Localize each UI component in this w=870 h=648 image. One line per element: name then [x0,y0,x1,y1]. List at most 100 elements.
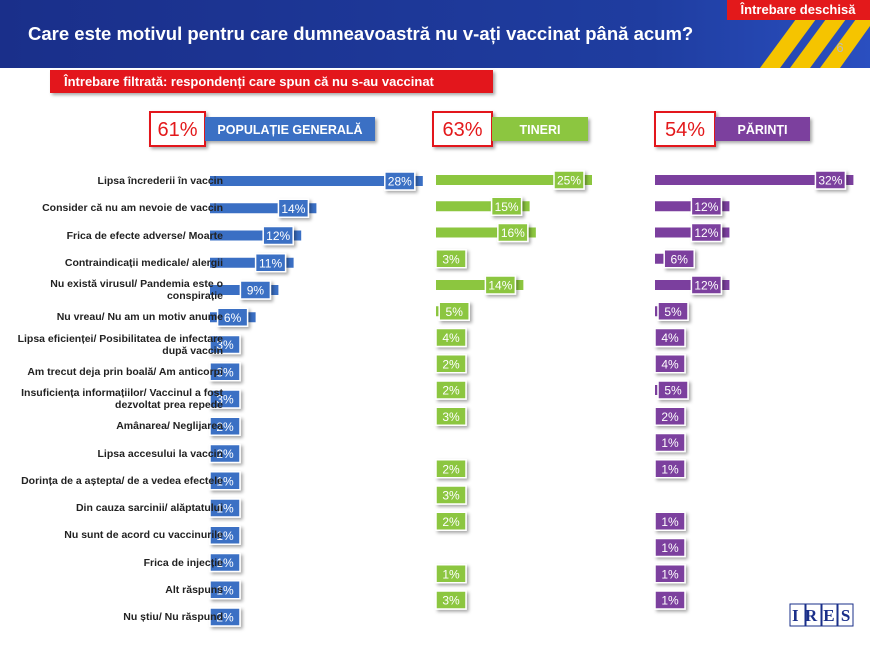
value-label-box [435,327,467,348]
value-label-box [435,406,467,426]
bar [210,230,302,241]
value-label-box [657,380,689,400]
value-label-box [209,443,241,464]
value-label: 3% [216,365,234,379]
value-label: 2% [216,611,234,625]
value-label-box [484,275,517,295]
tag-box [727,0,870,20]
category-label: Consider că nu am nevoie de vaccin [42,202,223,215]
value-label-box [435,564,467,584]
value-label: 3% [442,594,460,608]
value-label-box [209,552,241,573]
value-label-box [262,225,294,246]
value-label: 2% [661,410,679,424]
value-label-box [690,222,723,243]
value-label: 1% [442,567,460,581]
value-label: 4% [442,331,460,345]
value-label-box [690,196,723,216]
value-label: 2% [442,357,460,371]
category-label: Amânarea/ Neglijarea [116,420,223,433]
value-label-box [384,171,416,191]
category-label: Din cauza sarcinii/ alăptatului [75,502,223,514]
value-label-box [209,471,241,491]
page-number: 6 [836,40,843,55]
bar [210,176,423,186]
value-label: 2% [216,447,234,461]
series-header [205,117,375,141]
series-header [492,117,588,141]
bar [436,175,592,185]
value-label: 6% [224,311,242,325]
value-label: 1% [216,583,234,597]
value-label: 3% [216,338,234,352]
value-label: 2% [442,462,460,476]
value-label: 3% [442,252,460,266]
value-label: 1% [216,474,234,488]
value-label: 3% [442,410,460,424]
value-label: 1% [661,462,679,476]
value-label-box [654,537,686,558]
value-label: 32% [818,174,842,188]
value-label-box [654,406,686,426]
bar [210,257,294,268]
value-label: 25% [557,174,581,188]
value-label: 12% [266,229,290,243]
value-label: 3% [216,393,234,407]
value-label: 1% [216,529,234,543]
bar [436,227,536,238]
value-label-box [654,564,686,584]
value-label-box [216,307,249,327]
value-label-box [435,459,467,479]
value-label-box [663,249,695,269]
value-label-box [690,275,723,295]
bar [655,175,854,185]
category-label: Frica de injecție [143,556,223,569]
value-label: 1% [661,567,679,581]
value-label: 1% [661,436,679,450]
category-label: Am trecut deja prin boală/ Am anticorpi [27,365,223,378]
category-label: Alt răspuns [165,583,223,596]
total-label: 54% [665,119,705,141]
value-label: 14% [281,202,305,216]
value-label-box [277,198,310,218]
value-label: 12% [694,279,718,293]
category-label: Frica de efecte adverse/ Moarte [66,229,223,242]
total-label: 63% [442,119,482,141]
series-name: POPULAȚIE GENERALĂ [217,122,362,137]
bar [436,201,530,212]
category-label: Contraindicații medicale/ alergii [64,256,223,269]
category-label: Lipsa eficienței/ Posibilitatea de infec… [17,332,223,357]
value-label-box [209,362,241,382]
value-label-box [654,354,686,374]
value-label-box [435,590,467,610]
total-box [654,111,716,147]
value-label-box [654,511,686,531]
value-label-box [435,249,467,269]
value-label-box [209,580,241,600]
value-label: 2% [442,515,460,529]
value-label: 14% [488,279,512,293]
value-label-box [239,280,272,300]
value-label-box [435,485,467,505]
value-label-box [209,334,241,355]
value-label: 4% [661,331,679,345]
category-label: Nu există virusul/ Pandemia este o consp… [50,278,223,302]
value-label: 1% [661,515,679,529]
value-label-box [435,511,467,531]
filter-note: Întrebare filtrată: respondenți care spu… [63,74,435,89]
value-label: 5% [446,305,464,319]
value-label-box [657,301,689,321]
value-label: 11% [259,256,282,270]
value-label-box [209,416,241,436]
value-label-box [654,459,686,479]
value-label: 3% [442,489,460,503]
value-label: 4% [661,357,679,371]
value-label-box [654,327,686,348]
value-label-box [209,389,241,409]
value-label: 5% [664,384,682,398]
value-label-box [654,590,686,610]
value-label-box [209,607,241,627]
value-label: 1% [216,556,234,570]
